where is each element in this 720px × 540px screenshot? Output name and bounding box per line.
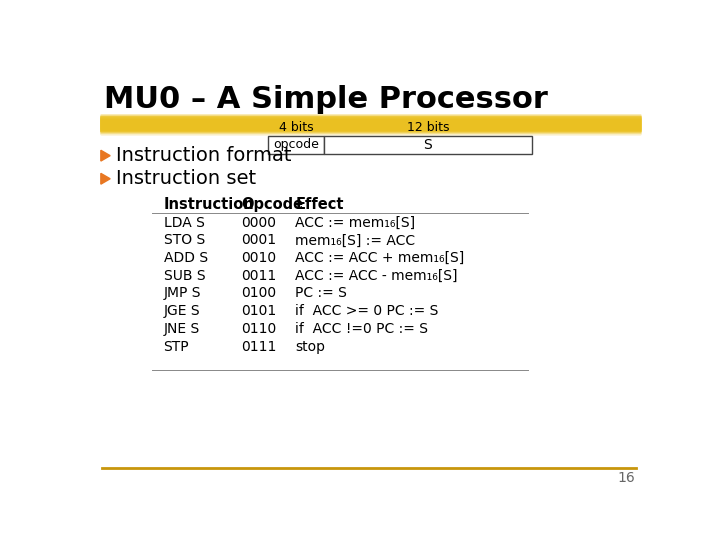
FancyBboxPatch shape [100, 116, 642, 132]
Text: 0111: 0111 [241, 340, 276, 354]
Text: ACC := ACC + mem₁₆[S]: ACC := ACC + mem₁₆[S] [295, 251, 464, 265]
FancyBboxPatch shape [100, 119, 642, 136]
Text: STO S: STO S [163, 233, 205, 247]
Text: Instruction set: Instruction set [116, 169, 256, 188]
Text: 0011: 0011 [241, 269, 276, 283]
Text: 0100: 0100 [241, 287, 276, 300]
Polygon shape [101, 150, 110, 161]
Text: PC := S: PC := S [295, 287, 347, 300]
Text: Effect: Effect [295, 198, 344, 212]
Text: MU0 – A Simple Processor: MU0 – A Simple Processor [104, 85, 548, 114]
Text: 4 bits: 4 bits [279, 122, 313, 134]
Text: 0101: 0101 [241, 304, 276, 318]
FancyBboxPatch shape [100, 117, 642, 134]
Text: SUB S: SUB S [163, 269, 205, 283]
Bar [324, 136, 532, 154]
Text: opcode: opcode [273, 138, 319, 151]
Text: mem₁₆[S] := ACC: mem₁₆[S] := ACC [295, 233, 415, 247]
Bar [269, 136, 324, 154]
Text: Instruction: Instruction [163, 198, 254, 212]
Text: STP: STP [163, 340, 189, 354]
Text: JMP S: JMP S [163, 287, 201, 300]
Text: ADD S: ADD S [163, 251, 208, 265]
Text: 0010: 0010 [241, 251, 276, 265]
Text: LDA S: LDA S [163, 215, 204, 230]
Text: 0001: 0001 [241, 233, 276, 247]
Text: S: S [423, 138, 432, 152]
Text: ACC := mem₁₆[S]: ACC := mem₁₆[S] [295, 215, 415, 230]
Text: 16: 16 [617, 470, 635, 484]
Text: if  ACC >= 0 PC := S: if ACC >= 0 PC := S [295, 304, 438, 318]
FancyBboxPatch shape [100, 114, 642, 131]
Text: JGE S: JGE S [163, 304, 200, 318]
Text: JNE S: JNE S [163, 322, 200, 336]
Text: ACC := ACC - mem₁₆[S]: ACC := ACC - mem₁₆[S] [295, 269, 458, 283]
Text: 0110: 0110 [241, 322, 276, 336]
Text: Instruction format: Instruction format [116, 146, 291, 165]
Text: stop: stop [295, 340, 325, 354]
Text: 12 bits: 12 bits [407, 122, 449, 134]
Polygon shape [101, 173, 110, 184]
Text: 0000: 0000 [241, 215, 276, 230]
Text: Opcode: Opcode [241, 198, 303, 212]
Text: if  ACC !=0 PC := S: if ACC !=0 PC := S [295, 322, 428, 336]
